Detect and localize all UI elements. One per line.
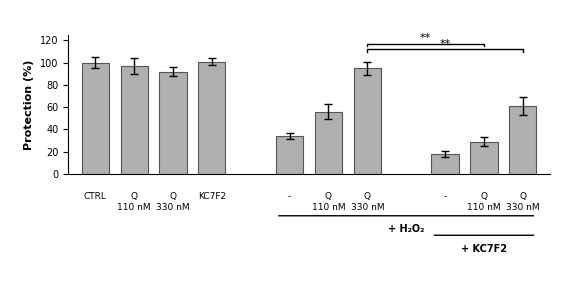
Text: Q: Q [480, 192, 488, 201]
Bar [159, 72, 187, 174]
Bar [509, 106, 536, 174]
Text: **: ** [439, 39, 451, 49]
Text: **: ** [420, 33, 431, 44]
Bar [470, 142, 497, 174]
Text: 330 nM: 330 nM [350, 203, 384, 212]
Text: 330 nM: 330 nM [156, 203, 190, 212]
Y-axis label: Protection (%): Protection (%) [24, 59, 34, 150]
Text: -: - [443, 192, 447, 201]
Text: 330 nM: 330 nM [506, 203, 540, 212]
Text: + KC7F2: + KC7F2 [461, 244, 507, 253]
Text: Q: Q [170, 192, 176, 201]
Text: 110 nM: 110 nM [312, 203, 345, 212]
Text: Q: Q [519, 192, 526, 201]
Text: Q: Q [364, 192, 371, 201]
Text: KC7F2: KC7F2 [198, 192, 226, 201]
Bar [431, 154, 459, 174]
Bar [354, 68, 381, 174]
Bar [121, 66, 148, 174]
Bar [82, 63, 109, 174]
Text: Q: Q [325, 192, 332, 201]
Bar [315, 112, 342, 174]
Bar [198, 61, 226, 174]
Text: + H₂O₂: + H₂O₂ [388, 224, 424, 234]
Text: 110 nM: 110 nM [117, 203, 151, 212]
Text: Q: Q [130, 192, 138, 201]
Text: 110 nM: 110 nM [467, 203, 501, 212]
Text: -: - [288, 192, 291, 201]
Bar [276, 136, 303, 174]
Text: CTRL: CTRL [84, 192, 107, 201]
